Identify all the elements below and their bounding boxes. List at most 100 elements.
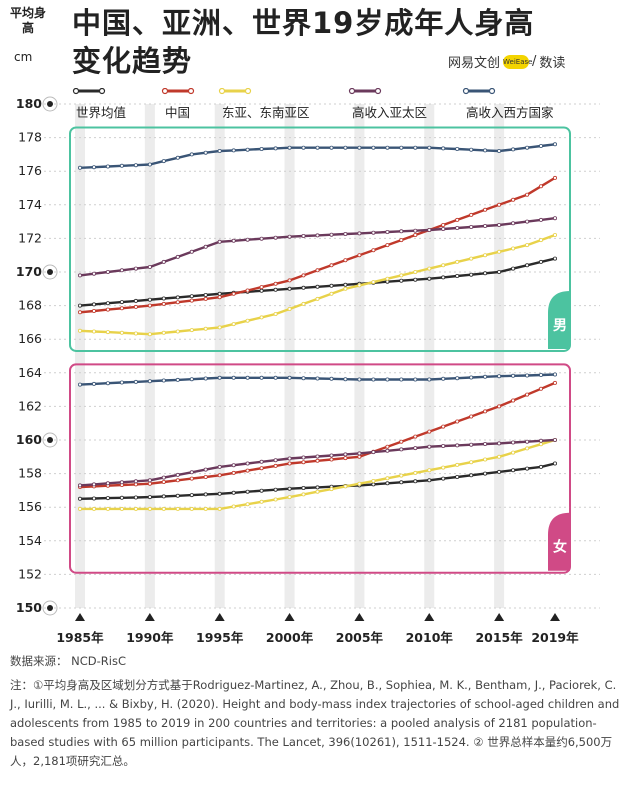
data-point (511, 440, 516, 445)
data-point (133, 479, 138, 484)
data-point (441, 222, 446, 227)
data-point (147, 264, 152, 269)
title-line-2: 变化趋势 (72, 44, 193, 78)
panel-tab (548, 290, 570, 349)
data-point (147, 481, 152, 486)
data-point (301, 376, 306, 381)
y-tick-label: 170 (16, 264, 42, 279)
data-point (301, 455, 306, 460)
data-point (315, 376, 320, 381)
data-point (175, 506, 180, 511)
data-point (119, 480, 124, 485)
data-point (287, 495, 292, 500)
data-point (357, 377, 362, 382)
data-point (217, 149, 222, 154)
year-band (354, 104, 365, 608)
data-point (343, 286, 348, 291)
legend-label: 高收入亚太区 (352, 105, 427, 120)
legend-dot (244, 88, 252, 95)
data-point (455, 462, 460, 467)
data-point (161, 475, 166, 480)
data-point (441, 476, 446, 481)
panel-frame (69, 126, 571, 352)
data-point (539, 464, 544, 469)
data-point (287, 145, 292, 150)
data-point (385, 145, 390, 150)
data-point (343, 452, 348, 457)
y-tick-label: 152 (18, 566, 42, 581)
data-point (119, 330, 124, 335)
data-point (259, 488, 264, 493)
data-point (315, 268, 320, 273)
legend-label: 中国 (165, 105, 190, 120)
data-point (287, 286, 292, 291)
brand-right: 数读 (539, 56, 566, 71)
x-tick-marker (494, 613, 505, 621)
x-tick-label: 1995年 (196, 630, 244, 645)
data-point (343, 456, 348, 461)
data-point (273, 287, 278, 292)
data-point (203, 506, 208, 511)
data-point (133, 506, 138, 511)
x-tick-marker (144, 613, 155, 621)
data-point (175, 300, 180, 305)
x-tick-label: 1985年 (56, 630, 104, 645)
data-point (343, 231, 348, 236)
data-point (371, 450, 376, 455)
data-point (161, 330, 166, 335)
data-point (175, 478, 180, 483)
x-tick-label: 2019年 (531, 630, 579, 645)
data-point (329, 145, 334, 150)
data-point (441, 376, 446, 381)
data-point (92, 329, 97, 334)
data-point (92, 506, 97, 511)
data-point (133, 163, 138, 168)
data-point (455, 259, 460, 264)
data-point (329, 487, 334, 492)
data-point (343, 484, 348, 489)
data-point (511, 468, 516, 473)
data-point (553, 437, 558, 442)
data-point (203, 244, 208, 249)
data-point (539, 442, 544, 447)
year-band (424, 104, 435, 608)
legend-dot (98, 88, 106, 95)
data-point (78, 382, 83, 387)
y-tick-label: 176 (18, 163, 42, 178)
data-point (119, 300, 124, 305)
data-point (147, 379, 152, 384)
y-tick-label: 178 (18, 130, 42, 145)
data-point (469, 414, 474, 419)
legend-dot (187, 88, 195, 95)
data-point (161, 494, 166, 499)
x-tick-label: 1990年 (126, 630, 174, 645)
data-point (427, 276, 432, 281)
data-point (441, 424, 446, 429)
data-point (553, 461, 558, 466)
data-point (203, 326, 208, 331)
data-point (497, 441, 502, 446)
data-point (301, 485, 306, 490)
data-point (399, 278, 404, 283)
data-point (553, 380, 558, 385)
data-point (497, 222, 502, 227)
data-point (511, 221, 516, 226)
data-point (273, 146, 278, 151)
data-point (287, 375, 292, 380)
data-point (371, 248, 376, 253)
data-point (385, 243, 390, 248)
data-point (315, 485, 320, 490)
data-point (469, 375, 474, 380)
data-point (119, 163, 124, 168)
data-point (273, 463, 278, 468)
data-point (301, 492, 306, 497)
data-point (273, 497, 278, 502)
y-tick-label: 150 (16, 600, 42, 615)
data-point (399, 480, 404, 485)
data-point (147, 303, 152, 308)
data-point (259, 288, 264, 293)
data-point (385, 448, 390, 453)
data-point (315, 284, 320, 289)
data-point (189, 294, 194, 299)
x-tick-label: 2005年 (336, 630, 384, 645)
